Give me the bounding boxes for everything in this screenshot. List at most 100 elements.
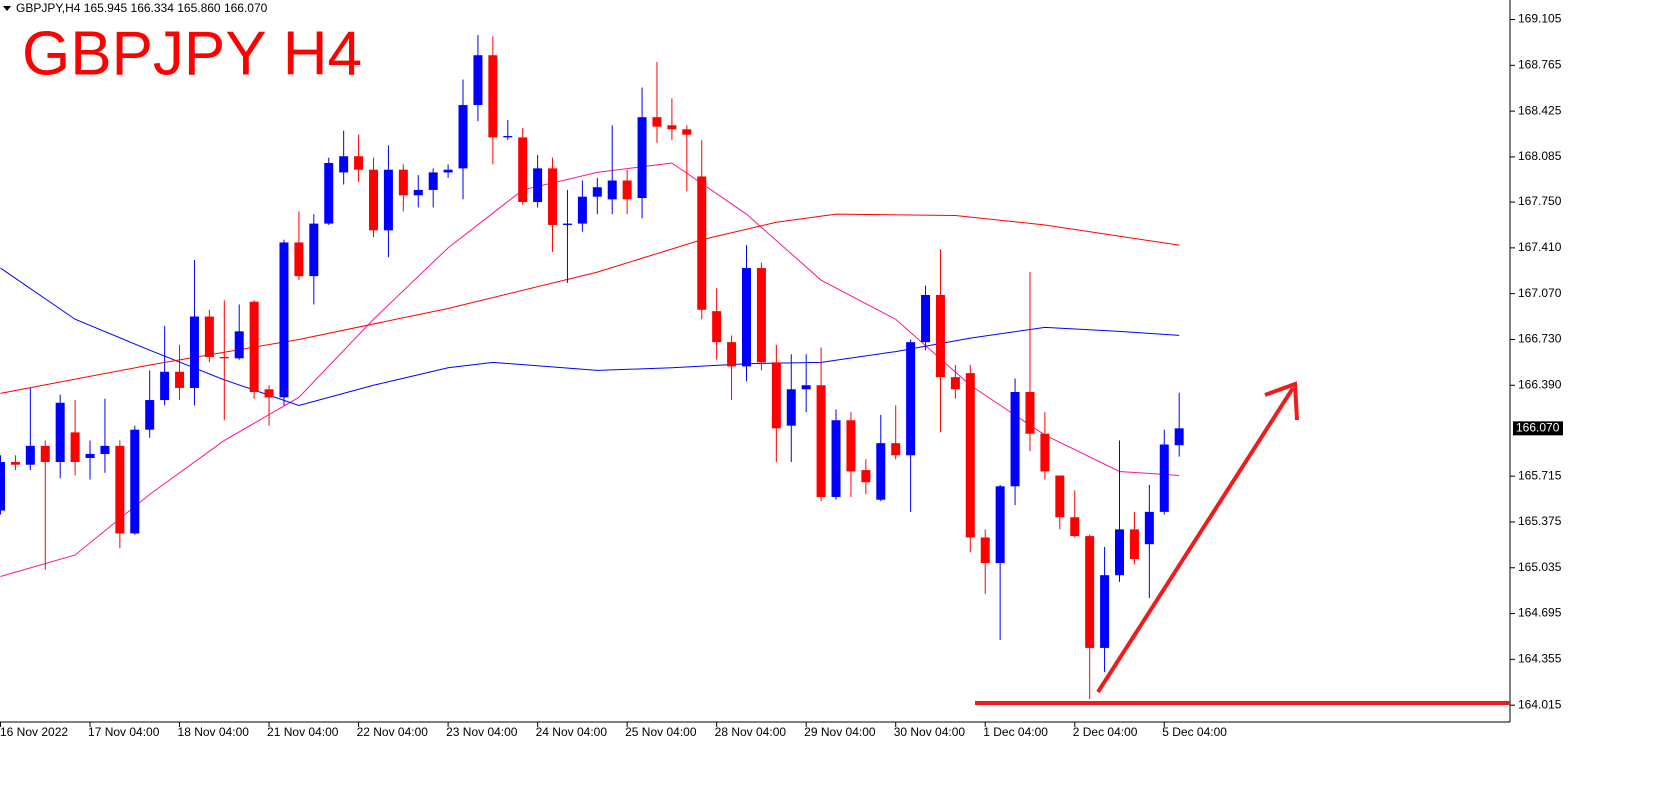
candle-body: [473, 55, 483, 106]
x-tick-label: 1 Dec 04:00: [983, 725, 1048, 739]
trend-arrow: [1096, 386, 1295, 694]
candle-body: [503, 136, 513, 138]
candle-body: [876, 443, 886, 500]
candle-body: [801, 385, 811, 390]
candle-body: [309, 223, 319, 277]
y-tick-label: 166.390: [1518, 377, 1562, 391]
candle-body: [175, 371, 185, 388]
x-tick-label: 25 Nov 04:00: [625, 725, 697, 739]
y-tick-label: 166.730: [1518, 332, 1562, 346]
candle-body: [339, 156, 349, 173]
candle-body: [1085, 536, 1095, 648]
candle-body: [697, 176, 707, 310]
candle-body: [786, 389, 796, 426]
y-tick-label: 168.425: [1518, 103, 1562, 117]
candle-body: [980, 537, 990, 564]
candle-body: [622, 180, 632, 200]
candle-body: [40, 445, 50, 463]
candle-body: [264, 389, 274, 398]
candle-body: [712, 311, 722, 343]
last-price-box: [1513, 421, 1563, 436]
candle-body: [160, 371, 170, 401]
candle-body: [383, 169, 393, 231]
candle-body: [846, 420, 856, 472]
moving-average: [0, 162, 1180, 578]
candle-body: [816, 385, 826, 498]
candle-body: [324, 162, 334, 224]
candle-body: [533, 168, 543, 203]
candle-body: [413, 189, 423, 196]
candle-body: [831, 420, 841, 498]
candle-body: [667, 125, 677, 130]
candle-body: [1025, 391, 1035, 434]
candle-body: [25, 445, 35, 465]
x-tick-label: 18 Nov 04:00: [178, 725, 250, 739]
menu-triangle[interactable]: [3, 6, 11, 11]
y-tick-label: 168.765: [1518, 58, 1562, 72]
candle-body: [906, 342, 916, 456]
candle-body: [369, 169, 378, 231]
candle-body: [518, 137, 528, 203]
candle-body: [756, 268, 766, 363]
x-tick-label: 22 Nov 04:00: [357, 725, 429, 739]
candle-body: [234, 331, 244, 359]
candle-body: [294, 242, 304, 277]
candle-body: [249, 301, 259, 392]
y-tick-label: 164.695: [1518, 606, 1562, 620]
candle-body: [354, 156, 364, 170]
trend-arrow-head: [1264, 381, 1299, 421]
candle-body: [607, 180, 617, 200]
candle-body: [55, 402, 65, 463]
symbol-header: GBPJPY,H4 165.945 166.334 165.860 166.07…: [16, 1, 268, 15]
candle-body: [204, 316, 214, 357]
candle-body: [577, 196, 587, 224]
candle-body: [861, 470, 871, 483]
candle-body: [70, 432, 80, 463]
y-tick-label: 165.715: [1518, 468, 1562, 482]
candle-body: [189, 316, 199, 388]
candle-body: [85, 453, 95, 458]
candle-body: [100, 445, 110, 454]
candle-body: [592, 187, 602, 197]
candle-body: [130, 429, 140, 534]
y-tick-label: 167.750: [1518, 194, 1562, 208]
candle-body: [921, 294, 931, 343]
last-price-label: 166.070: [1516, 421, 1560, 435]
y-tick-label: 164.355: [1518, 652, 1562, 666]
candle-body: [995, 486, 1005, 564]
moving-average: [0, 267, 1180, 406]
x-tick-label: 5 Dec 04:00: [1162, 725, 1227, 739]
x-tick-label: 30 Nov 04:00: [894, 725, 966, 739]
y-tick-label: 169.105: [1518, 12, 1562, 26]
x-tick-label: 21 Nov 04:00: [267, 725, 339, 739]
candle-body: [950, 377, 960, 390]
candle-body: [0, 462, 5, 511]
candle-body: [771, 362, 781, 429]
candle-body: [965, 373, 975, 538]
candle-body: [1040, 433, 1050, 472]
x-tick-label: 17 Nov 04:00: [88, 725, 160, 739]
plot-area: [0, 35, 1184, 700]
candle-body: [488, 55, 498, 138]
candle-body: [891, 443, 901, 456]
y-tick-label: 165.035: [1518, 560, 1562, 574]
candle-body: [562, 223, 572, 225]
candle-body: [219, 356, 229, 359]
x-tick-label: 16 Nov 2022: [0, 725, 68, 739]
x-tick-label: 29 Nov 04:00: [804, 725, 876, 739]
candle-body: [145, 400, 155, 430]
candle-body: [1129, 529, 1139, 560]
candle-body: [652, 117, 662, 127]
y-tick-label: 165.375: [1518, 514, 1562, 528]
candle-body: [742, 268, 751, 367]
y-tick-label: 167.070: [1518, 286, 1562, 300]
candle-body: [637, 117, 647, 199]
x-tick-label: 28 Nov 04:00: [715, 725, 787, 739]
candle-body: [1115, 529, 1124, 576]
x-tick-label: 2 Dec 04:00: [1073, 725, 1138, 739]
y-tick-label: 167.410: [1518, 240, 1562, 254]
y-tick-label: 168.085: [1518, 149, 1562, 163]
candle-body: [1174, 428, 1184, 446]
